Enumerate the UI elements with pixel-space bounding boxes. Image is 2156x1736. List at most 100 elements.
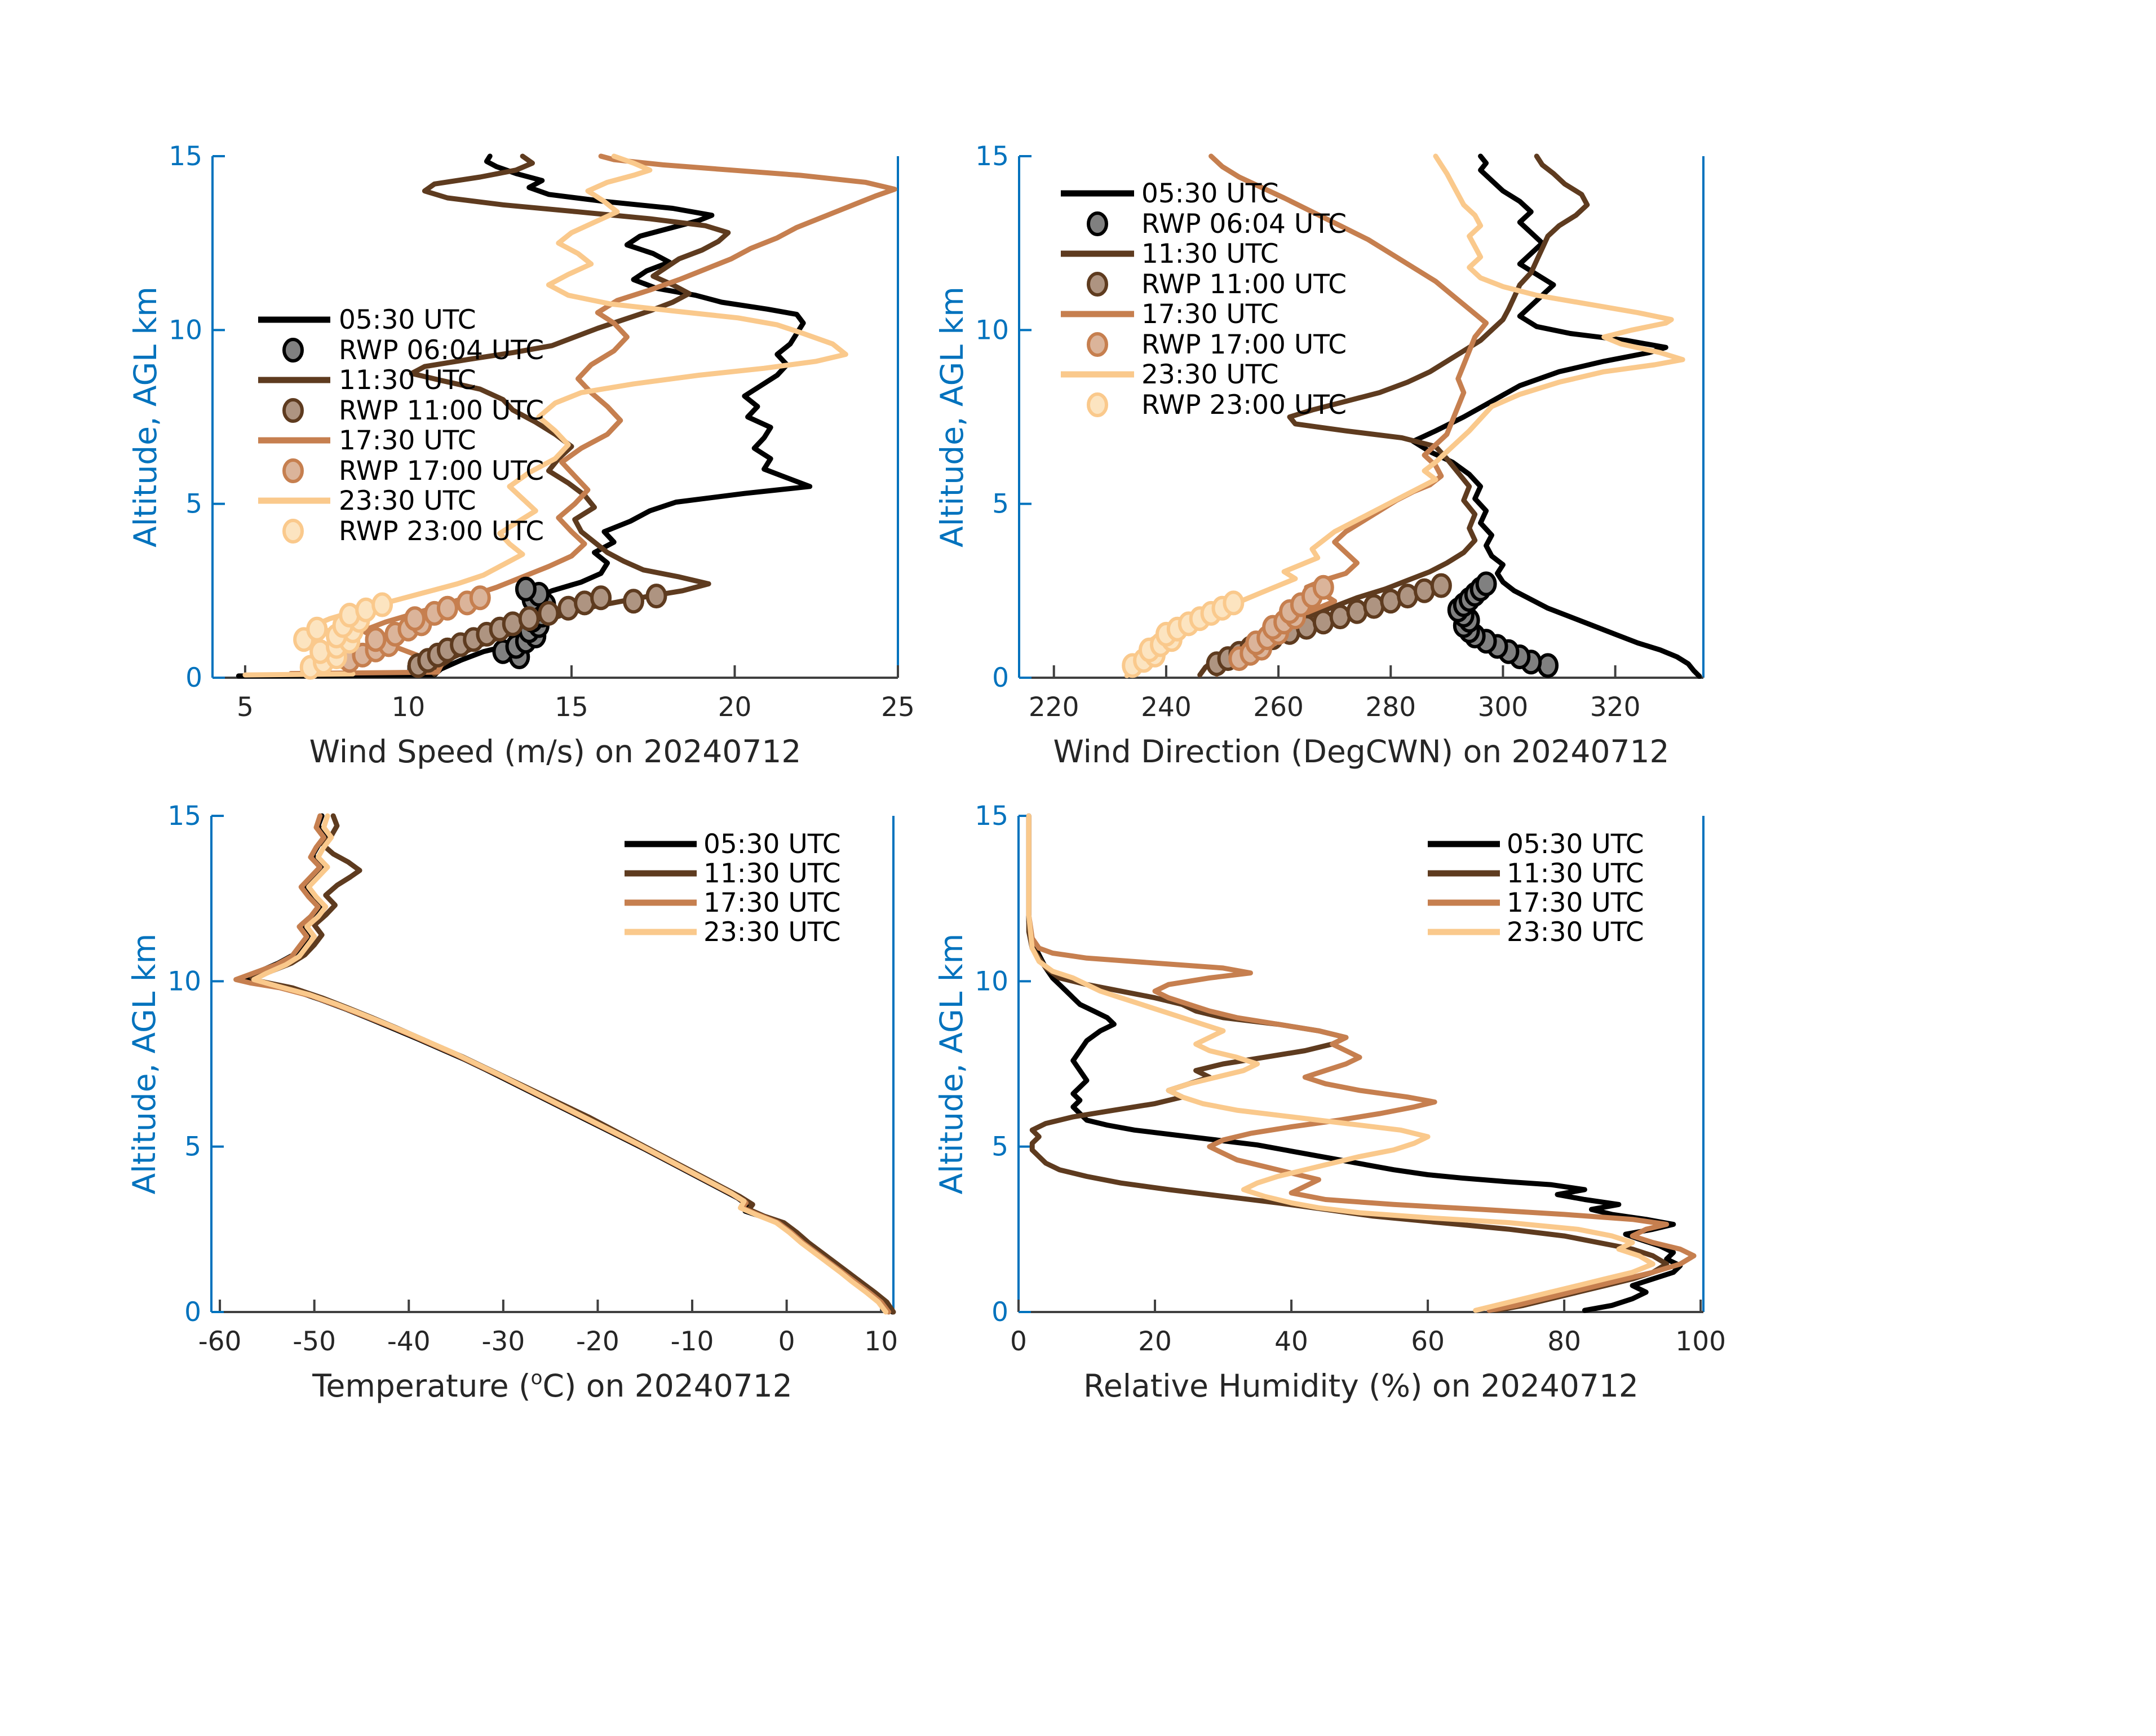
relative-humidity-x-tick-label: 0 [1010,1326,1027,1357]
wind-direction-x-tick-label: 260 [1253,692,1304,723]
wind-direction-x-tick-label: 220 [1029,692,1079,723]
relative-humidity-x-tick-label: 40 [1274,1326,1308,1357]
wind-direction-legend-label: RWP 11:00 UTC [1141,269,1347,300]
wind-speed-legend-label: 23:30 UTC [339,485,476,516]
wind-speed-legend-label: RWP 11:00 UTC [339,395,544,426]
relative-humidity-legend-label: 23:30 UTC [1507,917,1644,948]
relative-humidity-ylabel: Altitude, AGL km [933,934,969,1195]
wind-direction-legend-label: RWP 23:00 UTC [1141,390,1347,421]
wind-direction-x-tick-label: 280 [1365,692,1416,723]
wind-speed-y-tick-label: 15 [169,141,202,172]
relative-humidity-y-tick-label: 10 [975,966,1008,997]
relative-humidity-legend-label: 05:30 UTC [1507,829,1644,860]
temperature-x-tick-label: -20 [576,1326,619,1357]
wind-speed-legend-label: 11:30 UTC [339,365,476,396]
wind-speed-legend-label: 05:30 UTC [339,304,476,335]
temperature-y-tick-label: 10 [167,966,201,997]
wind-direction-legend-marker-swatch [1087,211,1108,236]
wind-direction-legend-label: 23:30 UTC [1141,359,1279,390]
temperature-x-tick-label: -10 [671,1326,714,1357]
temperature-x-tick-label: -50 [293,1326,336,1357]
relative-humidity-y-tick-label: 15 [975,801,1008,832]
wind-speed-marker-rwp-11-00-utc [518,606,540,631]
wind-speed-x-tick-label: 5 [237,692,254,723]
relative-humidity-series-17-30-utc [1026,813,1697,1313]
wind-direction-marker-rwp-23-00-utc [1223,590,1245,616]
wind-speed-legend-label: 17:30 UTC [339,425,476,456]
relative-humidity-x-tick-label: 60 [1411,1326,1445,1357]
temperature-legend-label: 11:30 UTC [703,858,841,889]
wind-speed-ylabel: Altitude, AGL km [127,286,163,547]
wind-speed-y-tick-label: 10 [169,315,202,346]
temperature-xlabel: Temperature (oC) on 20240712 [312,1367,792,1404]
temperature-x-tick-label: 0 [778,1326,795,1357]
wind-speed-xlabel: Wind Speed (m/s) on 20240712 [309,734,802,770]
wind-speed-marker-rwp-23-00-utc [306,616,328,642]
relative-humidity-xlabel: Relative Humidity (%) on 20240712 [1083,1368,1639,1404]
wind-speed-marker-rwp-11-00-utc [538,600,560,626]
wind-direction-xlabel: Wind Direction (DegCWN) on 20240712 [1053,734,1669,770]
temperature-legend-label: 17:30 UTC [703,887,841,918]
wind-speed-x-tick-label: 20 [718,692,752,723]
wind-direction-x-tick-label: 300 [1478,692,1529,723]
temperature-y-tick-label: 0 [184,1297,201,1328]
wind-direction-x-tick-label: 240 [1141,692,1192,723]
wind-direction-legend-label: 17:30 UTC [1141,299,1279,330]
wind-direction-marker-rwp-11-00-utc [1346,599,1368,624]
wind-direction-marker-rwp-11-00-utc [1312,609,1334,635]
temperature-ylabel: Altitude, AGL km [126,934,162,1195]
relative-humidity-legend-label: 11:30 UTC [1507,858,1644,889]
wind-speed-series-11-30-utc [409,153,731,677]
wind-speed-legend-marker-swatch [282,398,304,423]
temperature-series-23-30-utc [251,813,889,1315]
wind-direction-marker-rwp-06-04-utc [1475,571,1497,597]
wind-speed-legend-label: RWP 06:04 UTC [339,335,544,366]
relative-humidity-y-tick-label: 0 [991,1297,1008,1328]
temperature-x-tick-label: -30 [481,1326,525,1357]
wind-direction-marker-rwp-17-00-utc [1312,575,1334,600]
wind-speed-legend-marker-swatch [282,338,304,363]
temperature-y-tick-label: 5 [184,1132,201,1163]
relative-humidity-legend-label: 17:30 UTC [1507,887,1644,918]
relative-humidity-x-tick-label: 100 [1675,1326,1726,1357]
wind-speed-marker-rwp-17-00-utc [469,585,491,611]
relative-humidity-x-tick-label: 80 [1547,1326,1581,1357]
wind-direction-legend-label: 11:30 UTC [1141,238,1279,270]
wind-direction-legend-marker-swatch [1087,272,1108,297]
wind-direction-y-tick-label: 10 [975,315,1009,346]
wind-speed-x-tick-label: 25 [881,692,915,723]
wind-speed-marker-rwp-23-00-utc [371,592,393,617]
wind-direction-legend-marker-swatch [1087,332,1108,357]
temperature-x-tick-label: 10 [864,1326,898,1357]
relative-humidity-x-tick-label: 20 [1138,1326,1172,1357]
wind-direction-ylabel: Altitude, AGL km [934,286,970,547]
wind-speed-marker-rwp-06-04-utc [515,576,537,602]
wind-direction-marker-rwp-06-04-utc [1537,653,1559,678]
wind-speed-x-tick-label: 15 [555,692,588,723]
wind-direction-marker-rwp-11-00-utc [1380,589,1402,614]
wind-direction-marker-rwp-11-00-utc [1430,573,1452,598]
wind-speed-x-tick-label: 10 [392,692,426,723]
wind-speed-legend-label: RWP 23:00 UTC [339,516,544,547]
wind-direction-series-17-30-utc [1208,153,1489,677]
wind-direction-y-tick-label: 0 [992,662,1009,693]
wind-speed-legend-label: RWP 17:00 UTC [339,456,544,487]
wind-direction-marker-rwp-11-00-utc [1414,578,1435,603]
temperature-legend-label: 05:30 UTC [703,829,841,860]
wind-direction-legend-label: RWP 06:04 UTC [1141,209,1347,240]
temperature-x-tick-label: -60 [198,1326,242,1357]
wind-direction-legend-marker-swatch [1087,392,1108,417]
wind-direction-series-11-30-utc [1197,153,1590,678]
wind-speed-marker-rwp-11-00-utc [623,589,644,614]
wind-speed-marker-rwp-11-00-utc [590,585,612,611]
wind-direction-y-tick-label: 15 [975,141,1009,172]
wind-speed-marker-rwp-17-00-utc [436,595,458,621]
relative-humidity-series-23-30-utc [1026,813,1655,1313]
wind-speed-marker-rwp-17-00-utc [365,627,387,652]
wind-direction-x-tick-label: 320 [1590,692,1641,723]
temperature-legend-label: 23:30 UTC [703,917,841,948]
temperature-x-tick-label: -40 [387,1326,431,1357]
wind-speed-legend-marker-swatch [282,458,304,483]
wind-speed-marker-rwp-11-00-utc [645,584,667,609]
